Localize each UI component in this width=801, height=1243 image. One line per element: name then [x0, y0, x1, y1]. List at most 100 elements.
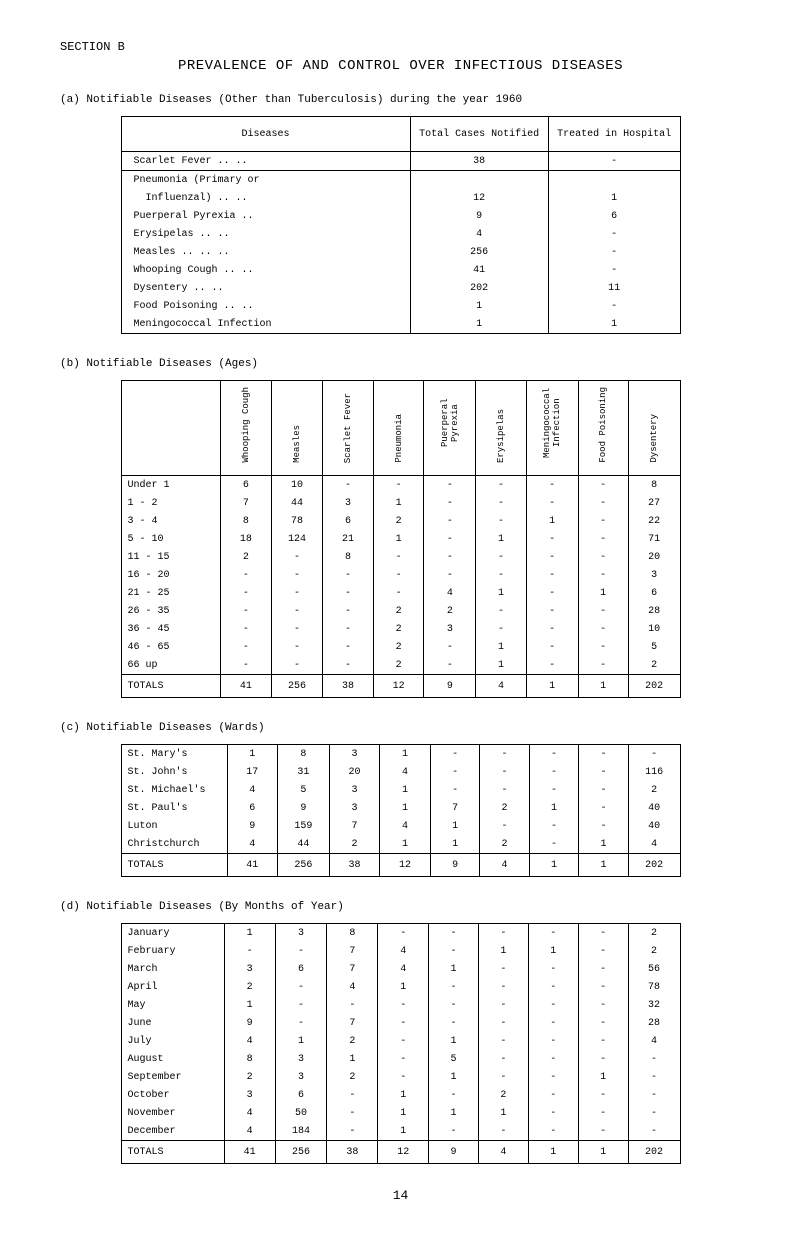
table-cell: - [528, 1122, 578, 1141]
table-cell: 2 [373, 602, 424, 620]
table-cell: 159 [278, 817, 330, 835]
table-cell: 8 [628, 476, 680, 495]
table-cell: 124 [271, 530, 323, 548]
table-cell: 4 [380, 763, 431, 781]
table-a: Diseases Total Cases Notified Treated in… [121, 116, 681, 334]
table-cell: 31 [278, 763, 330, 781]
table-cell: 2 [628, 781, 680, 799]
table-cell: - [578, 476, 628, 495]
table-cell: 184 [275, 1122, 327, 1141]
table-row-label: April [121, 978, 224, 996]
table-row-label: Luton [121, 817, 227, 835]
table-cell: - [323, 638, 374, 656]
table-cell: 9 [410, 207, 548, 225]
table-row-label: September [121, 1068, 224, 1086]
table-cell: - [528, 1086, 578, 1104]
table-cell: 1 [327, 1050, 378, 1068]
table-cell: - [478, 1032, 528, 1050]
table-cell: - [271, 584, 323, 602]
table-cell: - [480, 781, 529, 799]
table-cell: - [578, 1104, 628, 1122]
table-cell: 1 [410, 297, 548, 315]
table-cell: - [578, 1050, 628, 1068]
col-header: Scarlet Fever [323, 381, 374, 476]
table-cell: 1 [476, 584, 526, 602]
table-d: January138-----2February--74-11-2March36… [121, 923, 681, 1164]
table-cell: - [221, 584, 272, 602]
col-header: Measles [271, 381, 323, 476]
table-cell: 6 [227, 799, 278, 817]
table-cell: - [529, 835, 578, 854]
subtitle-d: (d) Notifiable Diseases (By Months of Ye… [60, 901, 741, 913]
table-cell: - [373, 566, 424, 584]
table-cell: 3 [329, 781, 380, 799]
table-cell: - [424, 656, 476, 675]
table-cell: - [526, 602, 578, 620]
table-cell: 6 [275, 1086, 327, 1104]
table-cell: - [529, 745, 578, 764]
table-cell: - [476, 566, 526, 584]
table-cell: 2 [628, 924, 680, 943]
table-cell: 2 [628, 942, 680, 960]
table-cell: 2 [329, 835, 380, 854]
table-cell: 1 [275, 1032, 327, 1050]
table-cell: - [224, 942, 275, 960]
table-cell: - [480, 745, 529, 764]
table-cell: - [430, 763, 479, 781]
table-cell: 9 [278, 799, 330, 817]
table-cell: 6 [628, 584, 680, 602]
table-cell: 28 [628, 1014, 680, 1032]
table-cell: 2 [480, 799, 529, 817]
table-row-label: Scarlet Fever .. .. [121, 152, 410, 171]
table-cell: 1 [430, 835, 479, 854]
table-cell: - [579, 817, 628, 835]
table-cell: - [429, 996, 479, 1014]
table-cell: 1 [478, 1104, 528, 1122]
table-cell: 3 [329, 799, 380, 817]
table-cell: - [526, 584, 578, 602]
table-cell: 1 [224, 924, 275, 943]
table-cell: - [327, 1086, 378, 1104]
table-cell: - [429, 1122, 479, 1141]
table-cell: - [271, 566, 323, 584]
table-cell: - [327, 996, 378, 1014]
table-cell: - [424, 476, 476, 495]
table-row-label: 66 up [121, 656, 221, 675]
table-row-label: Pneumonia (Primary or [121, 171, 410, 190]
table-cell: 1 [380, 745, 431, 764]
col-header: Whooping Cough [221, 381, 272, 476]
totals-cell: 4 [476, 675, 526, 698]
table-cell: 8 [327, 924, 378, 943]
table-row-label: January [121, 924, 224, 943]
table-cell: 12 [410, 189, 548, 207]
table-cell: 4 [628, 835, 680, 854]
table-cell: - [528, 924, 578, 943]
table-cell: - [327, 1122, 378, 1141]
table-cell: - [548, 152, 680, 171]
th-hospital: Treated in Hospital [548, 117, 680, 152]
table-cell: - [548, 243, 680, 261]
table-cell: - [275, 996, 327, 1014]
table-cell: 2 [224, 1068, 275, 1086]
subtitle-b: (b) Notifiable Diseases (Ages) [60, 358, 741, 370]
table-cell: 2 [478, 1086, 528, 1104]
table-cell: 9 [224, 1014, 275, 1032]
table-cell: - [579, 745, 628, 764]
table-cell: 1 [578, 1068, 628, 1086]
table-cell: - [578, 566, 628, 584]
table-cell: - [378, 1068, 429, 1086]
totals-cell: 38 [323, 675, 374, 698]
table-row-label: 5 - 10 [121, 530, 221, 548]
table-cell: - [424, 530, 476, 548]
table-b: Whooping CoughMeaslesScarlet FeverPneumo… [121, 380, 681, 698]
table-cell: 3 [224, 960, 275, 978]
table-cell: - [221, 638, 272, 656]
totals-cell: 38 [327, 1141, 378, 1164]
table-cell: - [528, 1032, 578, 1050]
table-cell: 1 [378, 1122, 429, 1141]
table-cell: 6 [548, 207, 680, 225]
totals-label: TOTALS [121, 1141, 224, 1164]
table-cell: 1 [378, 978, 429, 996]
table-cell: 2 [373, 512, 424, 530]
table-cell: - [478, 1122, 528, 1141]
